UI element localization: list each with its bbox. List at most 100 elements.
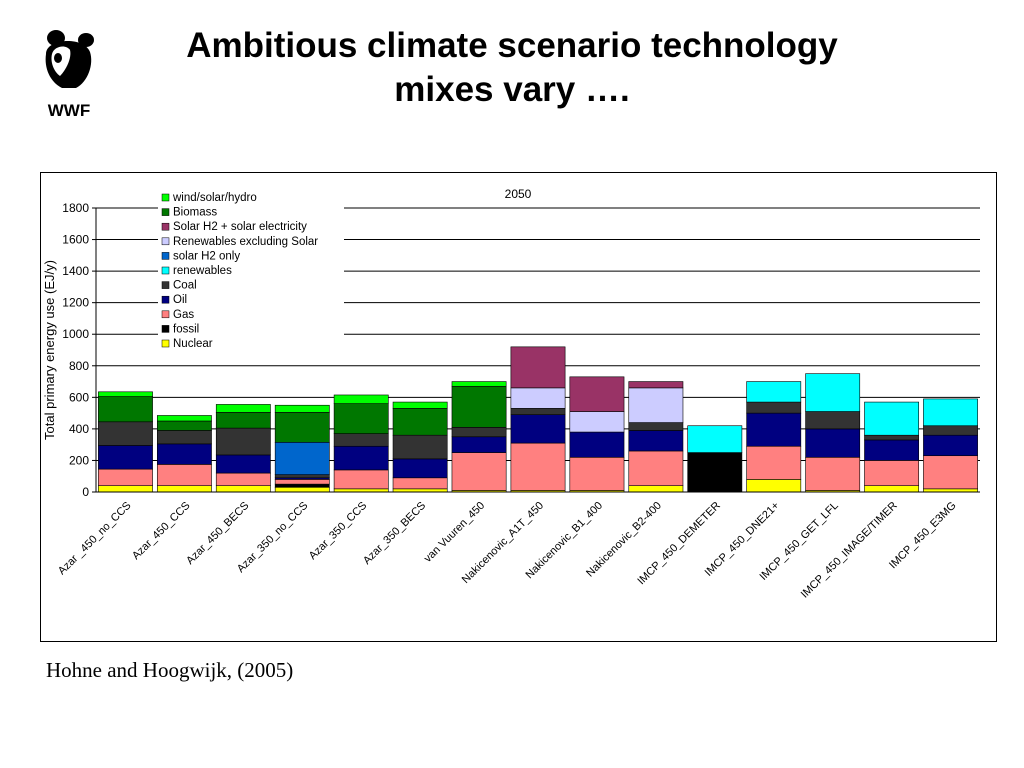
- bar-segment: [864, 485, 920, 493]
- legend-background: [158, 190, 344, 355]
- bar-segment: [98, 421, 153, 446]
- legend-swatch: [161, 281, 170, 289]
- legend-swatch: [161, 325, 170, 333]
- bar-segment: [864, 439, 920, 461]
- bar-segment: [274, 412, 330, 443]
- bar-segment: [746, 479, 802, 493]
- bar-segment: [628, 450, 684, 486]
- bar-segment: [451, 381, 507, 387]
- y-axis-label: Total primary energy use (EJ/y): [42, 260, 57, 440]
- bar-segment: [628, 430, 684, 452]
- x-tick-label: Azar_450_BECS: [184, 500, 251, 567]
- bar-segment: [274, 486, 330, 493]
- bar-segment: [510, 387, 566, 409]
- bar-segment: [98, 396, 153, 423]
- legend-label: wind/solar/hydro: [172, 192, 257, 204]
- title-line-1: Ambitious climate scenario technology: [186, 26, 838, 65]
- legend-swatch: [161, 310, 170, 319]
- x-tick-label: Azar _450_no_CCS: [56, 500, 134, 578]
- bar-segment: [569, 376, 625, 412]
- bar-segment: [805, 373, 861, 412]
- bar-segment: [392, 458, 448, 479]
- y-tick-label: 1400: [62, 264, 89, 278]
- legend-label: Biomass: [173, 207, 217, 219]
- bar-segment: [156, 415, 212, 422]
- bar-segment: [923, 425, 978, 436]
- title-line-2: mixes vary ….: [394, 70, 630, 109]
- bar-segment: [392, 434, 448, 460]
- y-tick-label: 400: [69, 422, 89, 436]
- bar-segment: [864, 434, 920, 441]
- x-tick-label: Azar_450_CCS: [130, 500, 193, 563]
- bar-segment: [864, 460, 920, 486]
- bar-segment: [687, 452, 743, 493]
- bar-segment: [569, 456, 625, 491]
- bar-segment: [805, 411, 861, 430]
- bar-segment: [333, 394, 389, 404]
- page-title: Ambitious climate scenario technology mi…: [120, 24, 904, 112]
- legend-label: Renewables excluding Solar: [173, 236, 318, 248]
- y-tick-label: 800: [69, 359, 89, 373]
- legend-label: Solar H2 + solar electricity: [173, 221, 307, 233]
- y-tick-label: 1200: [62, 296, 89, 310]
- wwf-panda-logo: WWF: [45, 30, 94, 120]
- legend-label: Oil: [173, 294, 187, 306]
- x-tick-label: IMCP_450_IMAGE/TIMER: [799, 500, 900, 601]
- bar-segment: [628, 422, 684, 431]
- legend-swatch: [161, 237, 170, 246]
- bar-segment: [392, 477, 448, 490]
- y-tick-label: 0: [82, 485, 89, 499]
- bar-segment: [923, 455, 978, 490]
- bar-segment: [628, 485, 684, 493]
- stacked-bar-chart: 0 200 400 600 800 1000 1200 1400 1600 1800 Azar _4…: [42, 187, 980, 601]
- bar-segment: [274, 404, 330, 413]
- legend-label: Coal: [173, 280, 197, 292]
- legend-label: renewables: [173, 265, 232, 277]
- legend-swatch: [161, 222, 170, 231]
- bar-segment: [451, 385, 507, 428]
- bar-segment: [274, 483, 330, 488]
- bar-segment: [274, 441, 330, 475]
- bar-segment: [628, 381, 684, 389]
- bar-segment: [510, 414, 566, 444]
- bar-segment: [333, 469, 389, 490]
- bar-segment: [98, 468, 153, 486]
- bar-segment: [923, 434, 978, 457]
- legend-swatch: [161, 339, 170, 348]
- chart-title: 2050: [505, 187, 532, 201]
- bar-segment: [864, 401, 920, 436]
- legend-swatch: [161, 208, 170, 216]
- x-tick-label: van Vuuren_450: [422, 500, 487, 565]
- bar-segment: [569, 411, 625, 433]
- bar-segment: [451, 427, 507, 438]
- x-tick-label: IMCP_450_E3MG: [887, 500, 959, 572]
- legend-label: Gas: [173, 309, 194, 321]
- bar-segment: [569, 431, 625, 458]
- bar-segment: [215, 472, 271, 486]
- legend-swatch: [161, 252, 170, 260]
- bar-segment: [333, 433, 389, 447]
- bar-segment: [274, 474, 330, 479]
- bar-segment: [510, 408, 566, 415]
- bar-segment: [746, 445, 802, 480]
- bar-segment: [746, 412, 802, 447]
- bar-segment: [156, 464, 212, 486]
- source-citation: Hohne and Hoogwijk, (2005): [46, 658, 294, 682]
- bar-segment: [392, 401, 448, 409]
- bar-segment: [746, 381, 802, 403]
- bar-segment: [156, 420, 212, 431]
- bar-segment: [451, 452, 507, 491]
- bar-segment: [805, 428, 861, 458]
- bar-segment: [451, 436, 507, 453]
- bar-segment: [98, 485, 153, 493]
- legend-swatch: [161, 266, 170, 275]
- legend-swatch: [161, 193, 170, 202]
- bar-segment: [392, 408, 448, 436]
- legend-label: fossil: [173, 323, 199, 335]
- y-tick-label: 1800: [62, 201, 89, 215]
- bar-segment: [98, 391, 153, 397]
- bar-segment: [805, 456, 861, 491]
- bar-segment: [923, 398, 978, 427]
- bar-segment: [156, 485, 212, 493]
- logo-text: WWF: [48, 101, 90, 120]
